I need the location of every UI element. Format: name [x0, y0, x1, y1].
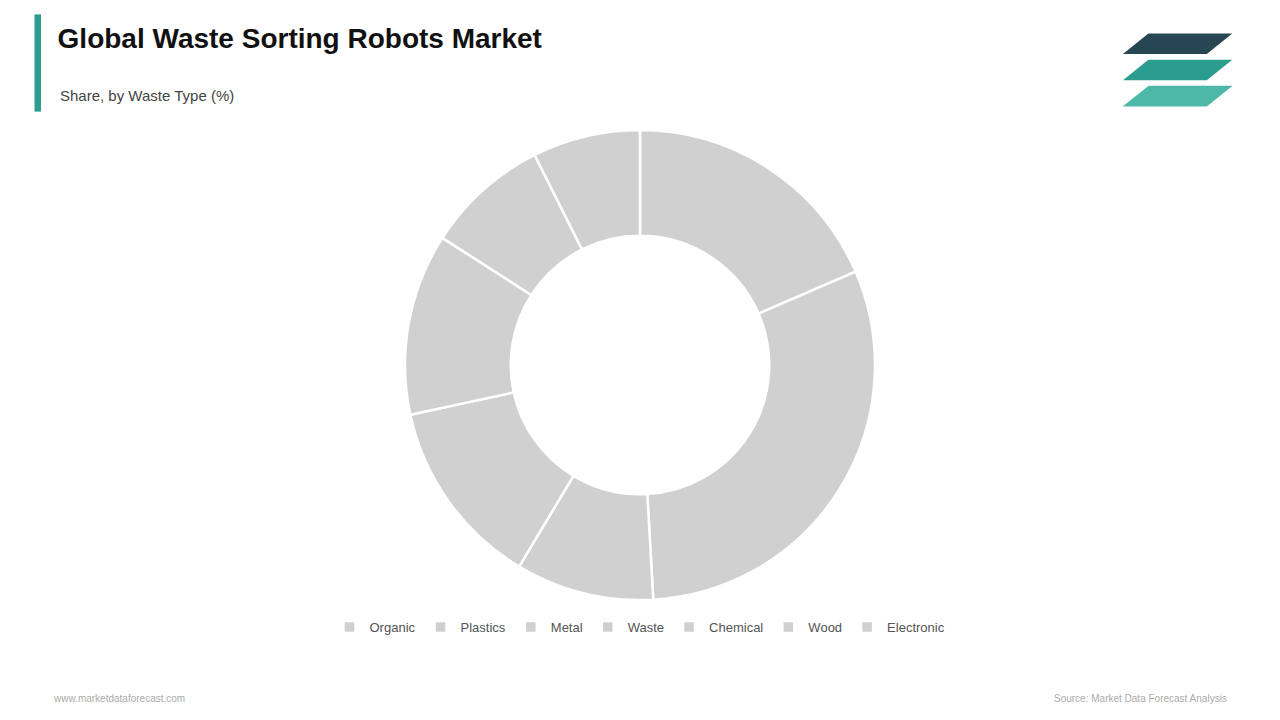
- svg-text:Wood: Wood: [808, 620, 842, 635]
- svg-text:Waste: Waste: [628, 620, 664, 635]
- svg-text:www.marketdataforecast.com: www.marketdataforecast.com: [53, 693, 185, 704]
- svg-text:Source: Market Data Forecast A: Source: Market Data Forecast Analysis: [1054, 693, 1227, 704]
- svg-text:Chemical: Chemical: [709, 620, 763, 635]
- svg-text:Share, by Waste Type (%): Share, by Waste Type (%): [60, 87, 234, 104]
- svg-text:Global Waste Sorting Robots Ma: Global Waste Sorting Robots Market: [58, 23, 542, 54]
- svg-text:Electronic: Electronic: [887, 620, 945, 635]
- svg-text:Organic: Organic: [370, 620, 416, 635]
- svg-text:Plastics: Plastics: [461, 620, 506, 635]
- svg-text:Metal: Metal: [551, 620, 583, 635]
